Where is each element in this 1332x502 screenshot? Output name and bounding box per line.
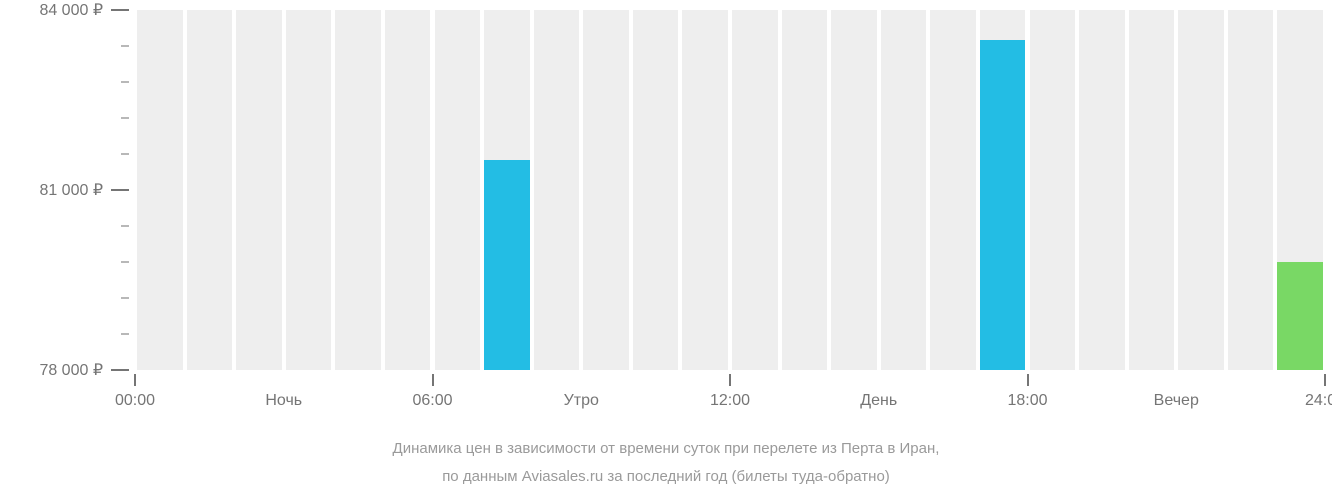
bar-background <box>1178 10 1224 370</box>
caption-line-1: Динамика цен в зависимости от времени су… <box>0 440 1332 457</box>
bar-background <box>335 10 381 370</box>
plot-area <box>135 10 1325 370</box>
x-tick <box>1324 374 1326 386</box>
x-time-label: 18:00 <box>1007 392 1047 410</box>
bar-background <box>435 10 481 370</box>
x-time-label: 00:00 <box>115 392 155 410</box>
bar-slot <box>633 10 679 370</box>
bar-background <box>236 10 282 370</box>
bar-slot <box>881 10 927 370</box>
bar-background <box>1079 10 1125 370</box>
y-tick-minor <box>121 333 129 335</box>
x-tick <box>134 374 136 386</box>
caption-line-2: по данным Aviasales.ru за последний год … <box>0 468 1332 485</box>
y-tick-minor <box>121 153 129 155</box>
bar-background <box>1129 10 1175 370</box>
data-bar <box>1277 262 1323 370</box>
x-tick <box>729 374 731 386</box>
x-period-label: Вечер <box>1154 392 1199 410</box>
bar-slot <box>286 10 332 370</box>
bar-slot <box>930 10 976 370</box>
bar-slot <box>1030 10 1076 370</box>
bar-background <box>583 10 629 370</box>
bar-slot <box>1129 10 1175 370</box>
x-period-label: Утро <box>564 392 599 410</box>
bar-background <box>782 10 828 370</box>
bar-slot <box>385 10 431 370</box>
bar-background <box>682 10 728 370</box>
bar-background <box>831 10 877 370</box>
x-time-label: 06:00 <box>412 392 452 410</box>
bar-background <box>534 10 580 370</box>
bar-background <box>930 10 976 370</box>
bar-slot <box>236 10 282 370</box>
data-bar <box>980 40 1026 370</box>
bar-slot <box>732 10 778 370</box>
data-bar <box>484 160 530 370</box>
bar-background <box>137 10 183 370</box>
y-tick-major <box>111 189 129 191</box>
y-tick-minor <box>121 45 129 47</box>
bar-slot <box>782 10 828 370</box>
bar-background <box>732 10 778 370</box>
y-tick-major <box>111 369 129 371</box>
x-time-label: 24:00 <box>1305 392 1332 410</box>
price-by-hour-chart: 78 000 ₽ 81 000 ₽ 84 000 ₽ 00:00 06:00 12:00… <box>0 0 1332 502</box>
x-period-label: Ночь <box>265 392 302 410</box>
bar-slot <box>583 10 629 370</box>
x-tick <box>1027 374 1029 386</box>
y-axis-label: 84 000 ₽ <box>39 0 103 20</box>
y-tick-minor <box>121 297 129 299</box>
bar-slot <box>682 10 728 370</box>
bar-background <box>187 10 233 370</box>
y-tick-major <box>111 9 129 11</box>
bar-slot <box>187 10 233 370</box>
x-time-label: 12:00 <box>710 392 750 410</box>
y-tick-minor <box>121 261 129 263</box>
bar-slot <box>1178 10 1224 370</box>
bar-slot <box>137 10 183 370</box>
x-period-label: День <box>860 392 897 410</box>
bar-slot <box>1079 10 1125 370</box>
bar-background <box>881 10 927 370</box>
y-tick-minor <box>121 81 129 83</box>
y-axis-label: 81 000 ₽ <box>39 180 103 200</box>
bar-background <box>286 10 332 370</box>
bar-slot <box>1228 10 1274 370</box>
y-axis-label: 78 000 ₽ <box>39 360 103 380</box>
bar-background <box>1030 10 1076 370</box>
bar-background <box>1228 10 1274 370</box>
y-tick-minor <box>121 225 129 227</box>
bar-background <box>385 10 431 370</box>
bar-background <box>633 10 679 370</box>
bar-slot <box>435 10 481 370</box>
y-tick-minor <box>121 117 129 119</box>
bar-slot <box>335 10 381 370</box>
x-tick <box>432 374 434 386</box>
bar-slot <box>831 10 877 370</box>
bar-slot <box>534 10 580 370</box>
